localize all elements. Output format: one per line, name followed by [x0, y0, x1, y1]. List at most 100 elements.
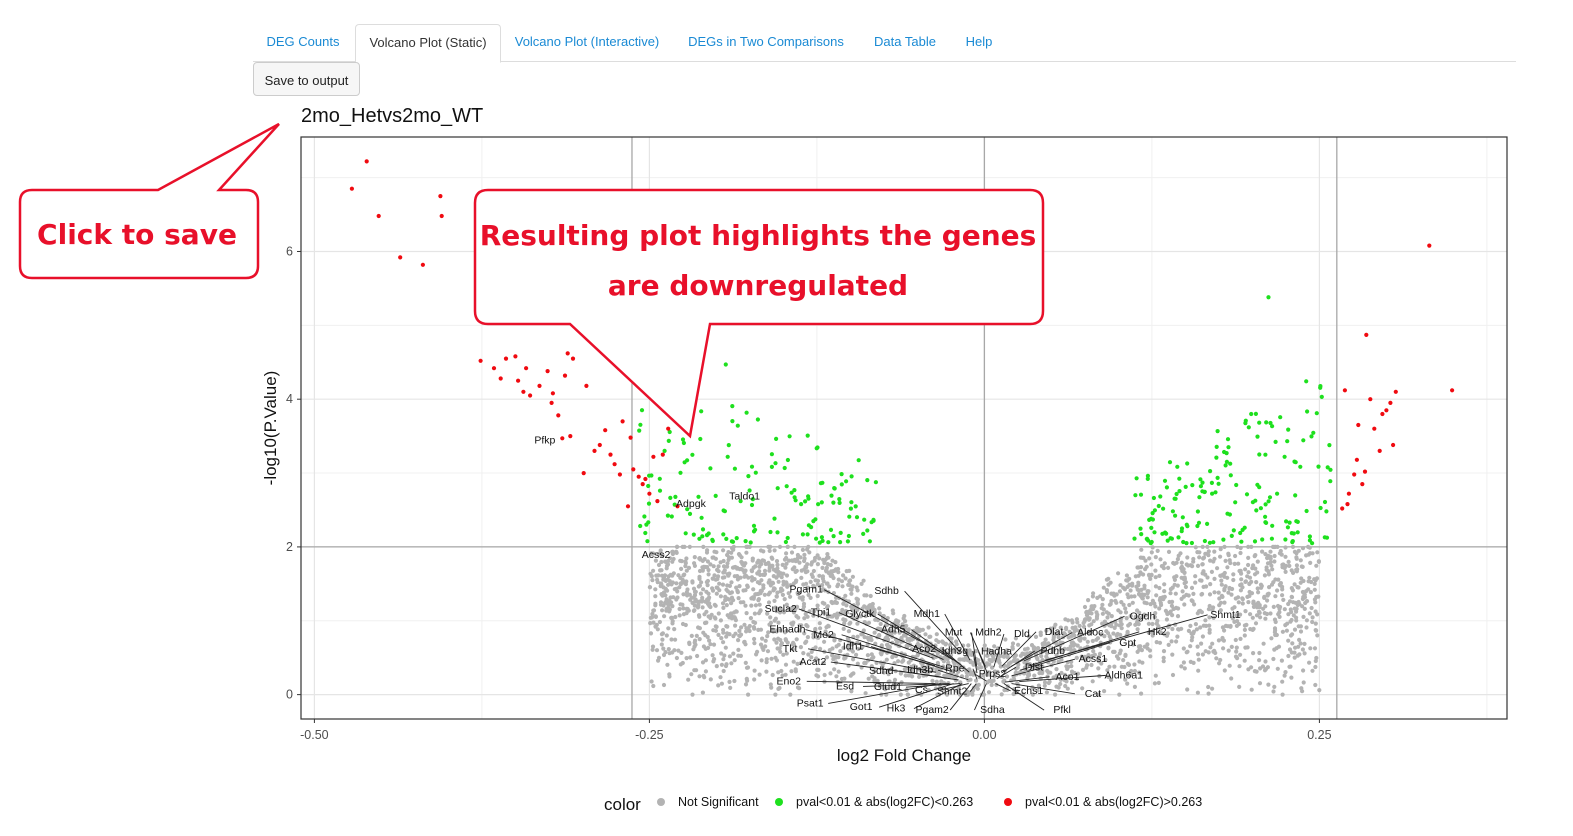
point-not-significant [1044, 690, 1049, 695]
point-small-fc [867, 539, 873, 544]
point-not-significant [892, 685, 897, 690]
point-not-significant [788, 594, 793, 599]
point-not-significant [1304, 625, 1309, 630]
point-not-significant [813, 645, 818, 650]
label-leader-line [798, 608, 934, 659]
point-not-significant [824, 625, 829, 630]
point-not-significant [886, 672, 891, 677]
gene-label: Shmt2 [937, 686, 968, 698]
point-not-significant [1200, 571, 1205, 576]
point-not-significant [784, 651, 789, 656]
point-not-significant [1195, 563, 1201, 569]
point-not-significant [1246, 667, 1251, 672]
point-not-significant [999, 692, 1004, 697]
point-small-fc [789, 490, 794, 495]
point-not-significant [1218, 554, 1223, 559]
point-not-significant [1184, 650, 1189, 655]
point-not-significant [656, 655, 662, 660]
point-not-significant [862, 660, 867, 665]
point-small-fc [667, 429, 672, 435]
point-not-significant [931, 655, 936, 661]
point-small-fc [1138, 492, 1144, 497]
point-not-significant [1247, 581, 1252, 586]
point-small-fc [645, 539, 650, 544]
point-not-significant [667, 674, 672, 679]
point-not-significant [815, 582, 820, 587]
point-not-significant [1004, 674, 1010, 679]
point-not-significant [758, 627, 764, 632]
point-not-significant [771, 586, 777, 591]
point-small-fc [1282, 454, 1287, 459]
point-not-significant [1139, 587, 1144, 593]
point-not-significant [968, 677, 973, 682]
point-small-fc [1264, 420, 1269, 425]
point-not-significant [763, 644, 768, 649]
point-not-significant [898, 692, 903, 697]
point-not-significant [1289, 586, 1294, 591]
point-not-significant [705, 548, 710, 553]
point-not-significant [1168, 591, 1173, 596]
point-not-significant [779, 575, 784, 580]
point-small-fc [730, 419, 735, 424]
point-small-fc [1231, 528, 1236, 533]
point-not-significant [879, 643, 884, 648]
point-not-significant [739, 625, 744, 630]
point-not-significant [1218, 573, 1223, 578]
tab-data-table[interactable]: Data Table [874, 34, 936, 49]
point-not-significant [714, 585, 719, 590]
point-not-significant [1175, 614, 1181, 619]
point-not-significant [702, 620, 708, 626]
point-not-significant [813, 657, 819, 662]
point-not-significant [1212, 576, 1217, 582]
label-leader-line [1001, 631, 1037, 667]
tab-deg-counts[interactable]: DEG Counts [266, 34, 340, 49]
gene-label: Gpt [1119, 637, 1136, 649]
point-small-fc [710, 537, 715, 542]
point-not-significant [1147, 556, 1152, 561]
point-not-significant [809, 655, 814, 660]
point-small-fc [749, 502, 755, 508]
point-small-fc [699, 409, 704, 414]
point-not-significant [1296, 644, 1301, 649]
point-small-fc [1270, 523, 1275, 528]
point-not-significant [713, 624, 718, 629]
point-not-significant [700, 660, 706, 665]
series-large-fc [349, 159, 1455, 511]
point-not-significant [682, 572, 687, 577]
point-small-fc [1304, 508, 1309, 514]
point-not-significant [677, 606, 682, 612]
point-small-fc [1226, 445, 1231, 450]
point-not-significant [1012, 691, 1017, 696]
point-not-significant [692, 555, 697, 560]
point-not-significant [777, 646, 782, 651]
point-not-significant [835, 611, 840, 616]
point-not-significant [1138, 565, 1144, 570]
point-small-fc [1202, 489, 1207, 494]
point-not-significant [1152, 614, 1157, 620]
point-small-fc [816, 502, 821, 507]
point-small-fc [668, 495, 673, 500]
point-not-significant [699, 580, 704, 585]
tab-degs-two-comparisons[interactable]: DEGs in Two Comparisons [688, 34, 844, 49]
point-not-significant [674, 597, 679, 602]
point-not-significant [741, 600, 746, 605]
point-not-significant [1044, 628, 1049, 633]
tab-help[interactable]: Help [965, 34, 993, 49]
point-large-fc [592, 448, 597, 453]
point-small-fc [1284, 519, 1289, 524]
point-not-significant [1125, 584, 1130, 590]
point-not-significant [1062, 646, 1067, 652]
tab-volcano-plot-interactive[interactable]: Volcano Plot (Interactive) [514, 34, 660, 49]
point-not-significant [665, 662, 670, 667]
point-not-significant [1239, 577, 1244, 582]
tab-volcano-plot-static[interactable]: Volcano Plot (Static) [355, 24, 501, 63]
point-not-significant [1102, 689, 1107, 694]
save-to-output-button[interactable]: Save to output [253, 62, 360, 96]
point-small-fc [1167, 460, 1173, 465]
point-not-significant [930, 666, 935, 671]
point-not-significant [825, 562, 830, 567]
point-not-significant [909, 637, 914, 642]
point-small-fc [1170, 509, 1175, 514]
point-not-significant [1174, 639, 1179, 644]
